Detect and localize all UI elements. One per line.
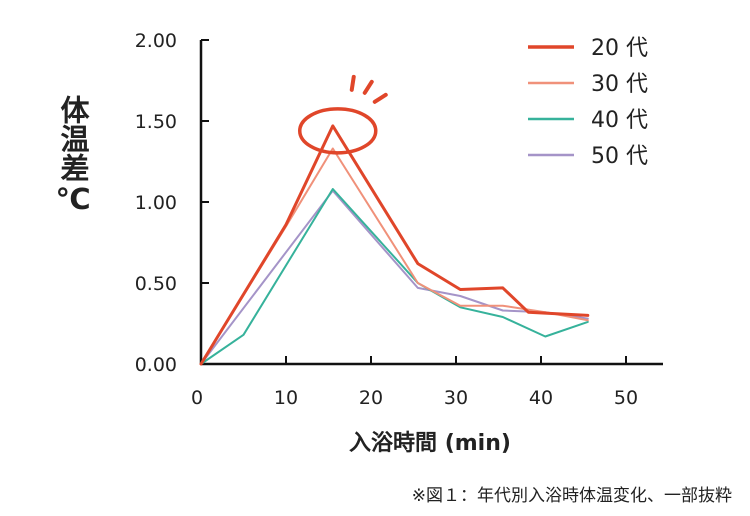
x-tick-label: 40 xyxy=(529,387,553,409)
series-line-40代 xyxy=(200,188,589,365)
y-tick-label: 0.50 xyxy=(135,273,177,295)
legend-label: 50 代 xyxy=(591,144,648,169)
legend-label: 30 代 xyxy=(591,72,648,97)
peak-highlight-circle xyxy=(298,107,378,155)
x-tick-label: 20 xyxy=(359,387,383,409)
figure-caption: ※図１：年代別入浴時体温変化、一部抜粋 xyxy=(411,486,732,506)
x-tick-label: 0 xyxy=(191,387,203,409)
legend-label: 40 代 xyxy=(591,108,648,133)
y-tick-label: 1.50 xyxy=(135,111,177,133)
x-axis-label: 入浴時間 (min) xyxy=(349,431,511,456)
legend-label: 20 代 xyxy=(591,36,648,61)
series-line-30代 xyxy=(200,147,589,365)
emphasis-mark xyxy=(372,92,388,104)
emphasis-mark xyxy=(362,79,374,95)
y-tick-label: 0.00 xyxy=(135,354,177,376)
series-line-50代 xyxy=(200,189,589,365)
emphasis-mark xyxy=(349,74,356,92)
y-tick-label: 2.00 xyxy=(135,30,177,52)
x-tick-label: 10 xyxy=(274,387,298,409)
y-tick-label: 1.00 xyxy=(135,192,177,214)
series-line-20代 xyxy=(199,124,590,366)
x-tick-label: 50 xyxy=(614,387,638,409)
x-tick-label: 30 xyxy=(444,387,468,409)
y-axis-label: 体温差℃ xyxy=(56,95,90,216)
